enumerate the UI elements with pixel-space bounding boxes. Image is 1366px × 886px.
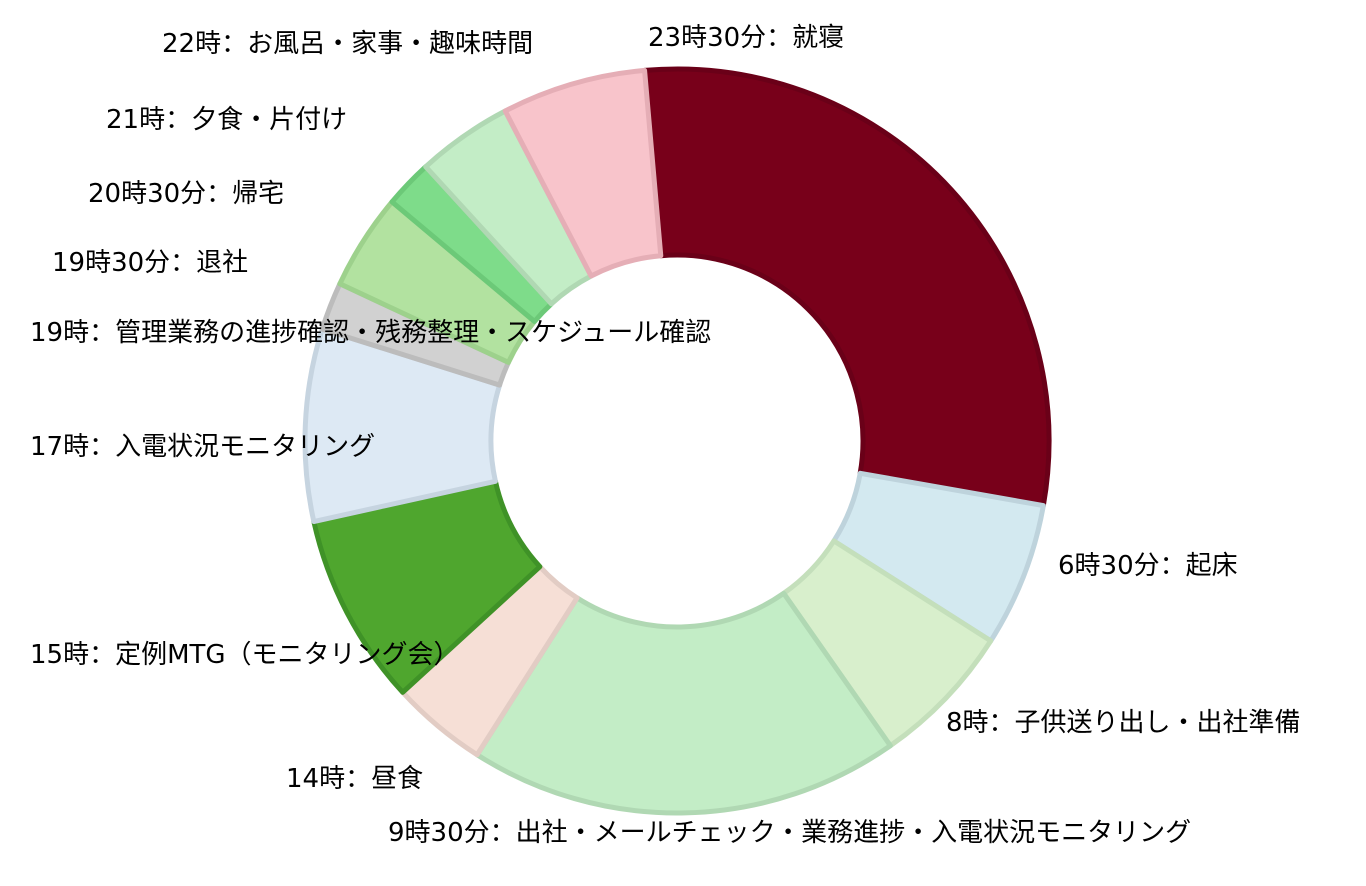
slice-label-12: 22時：お風呂・家事・趣味時間 [162,29,533,59]
slice-label-4: 9時30分：出社・メールチェック・業務進捗・入電状況モニタリング [388,818,1191,848]
slice-label-6: 15時：定例MTG（モニタリング会） [30,640,460,670]
pie-slice-12 [502,67,664,279]
slice-label-7: 17時：入電状況モニタリング [30,432,375,462]
slice-label-3: 8時：子供送り出し・出社準備 [946,708,1301,738]
slice-label-11: 21時：夕食・片付け [106,105,347,135]
slice-label-1: 23時30分：就寝 [648,23,844,53]
pie-slice-4 [474,590,893,816]
slice-label-9: 19時30分：退社 [52,248,248,278]
slice-label-5: 14時：昼食 [286,764,423,794]
slice-label-2: 6時30分：起床 [1058,551,1238,581]
slices-layer [302,66,1052,816]
labels-layer: 23時30分：就寝 6時30分：起床 8時：子供送り出し・出社準備 9時30分：出社・… [30,23,1301,848]
slice-label-8: 19時：管理業務の進捗確認・残務整理・スケジュール確認 [30,318,711,348]
pie-slice-1 [642,66,1052,509]
slice-label-10: 20時30分：帰宅 [88,179,284,209]
